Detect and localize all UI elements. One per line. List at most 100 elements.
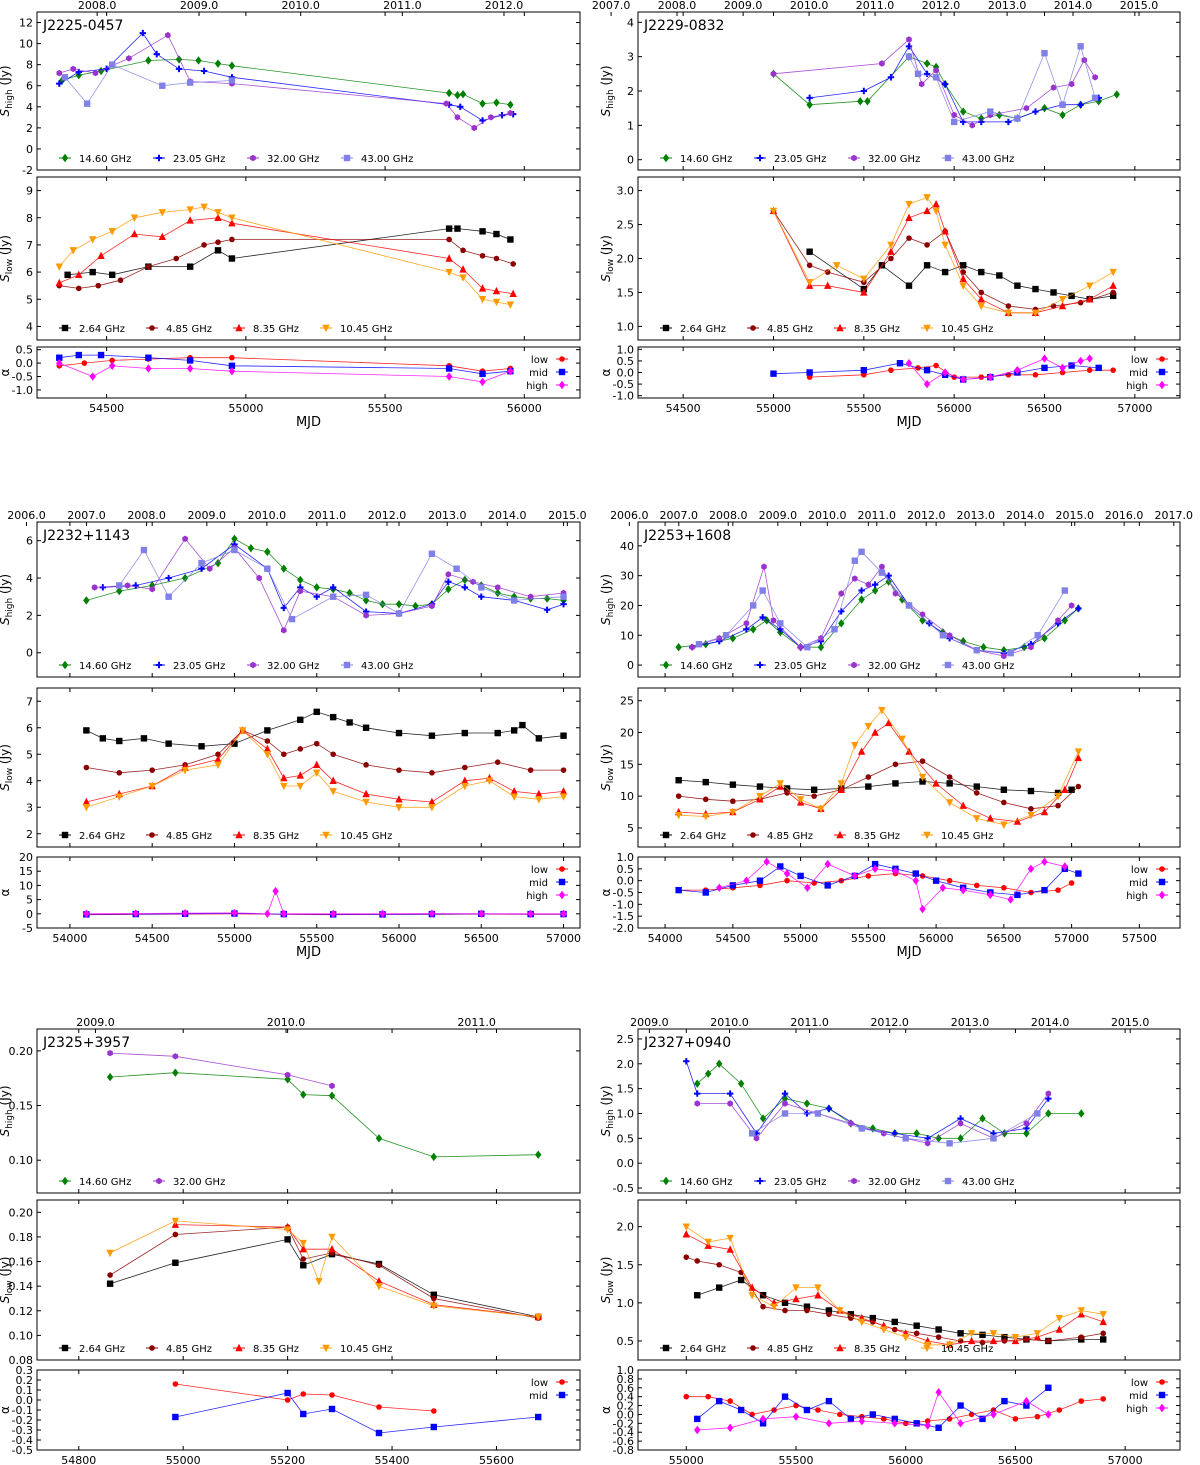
data-point <box>186 79 194 86</box>
data-point <box>1058 301 1067 310</box>
data-point <box>990 1135 997 1142</box>
data-point <box>1059 101 1066 108</box>
y-tick-label: 2 <box>26 828 33 841</box>
data-point <box>871 728 879 736</box>
y-axis-label: Slow (Jy) <box>599 235 616 282</box>
data-point <box>454 91 461 100</box>
legend-marker <box>662 660 670 670</box>
y-tick-label: 0.0 <box>617 1408 635 1421</box>
data-point <box>777 620 784 627</box>
series-line <box>64 64 232 105</box>
data-point <box>454 225 461 232</box>
legend-label: high <box>526 381 548 392</box>
data-point <box>715 1397 723 1405</box>
y-axis-label: α <box>599 1406 613 1414</box>
data-point <box>55 263 63 271</box>
data-point <box>973 815 981 823</box>
data-point <box>495 584 501 591</box>
data-point <box>960 262 967 269</box>
legend-marker <box>923 324 931 333</box>
data-point <box>1059 110 1066 120</box>
data-point <box>132 909 139 918</box>
data-point <box>186 357 194 364</box>
data-point <box>805 279 814 287</box>
data-point <box>165 740 172 747</box>
legend-marker <box>155 154 163 162</box>
series-line <box>773 203 1114 314</box>
legend-marker <box>1158 878 1166 886</box>
data-point <box>923 366 931 374</box>
data-point <box>560 593 567 600</box>
data-point <box>1075 605 1082 612</box>
axes-frame <box>36 687 581 848</box>
data-point <box>346 719 353 726</box>
y-tick-label: 6 <box>26 535 33 548</box>
panel-high: -0.5 0.0 0.5 1.0 1.5 2.0 2.5 Shigh (Jy) 14.60 GH… <box>599 1028 1181 1195</box>
data-point <box>769 207 778 216</box>
data-point <box>792 1284 800 1292</box>
data-point <box>459 89 467 99</box>
data-point <box>148 581 156 590</box>
data-point <box>1045 1384 1052 1391</box>
year-tick-label: 2011.0 <box>308 509 347 522</box>
data-point <box>431 1295 437 1302</box>
legend-label: 2.64 GHz <box>79 1344 125 1355</box>
y-tick-label: -0.5 <box>12 371 33 384</box>
series-8-35-GHz <box>769 199 1117 317</box>
legend-marker <box>756 661 764 669</box>
series-8-35-GHz <box>55 213 517 298</box>
y-axis-label: Shigh (Jy) <box>0 65 15 116</box>
data-point <box>704 1238 712 1247</box>
data-point <box>825 1105 833 1112</box>
chart-j2253-1608: 0 10 20 30 40 Shigh (Jy) 14.60 GHz 23.05 GHz 32.… <box>599 509 1193 960</box>
data-point <box>559 793 568 801</box>
y-tick-label: 0.0 <box>617 875 635 888</box>
legend-label: 4.85 GHz <box>166 1344 212 1355</box>
y-tick-label: -1.0 <box>613 898 634 911</box>
data-point <box>198 559 205 567</box>
data-point <box>1095 364 1102 372</box>
data-point <box>376 1262 382 1269</box>
data-point <box>70 65 76 73</box>
data-point <box>263 751 272 759</box>
data-point <box>300 1410 307 1418</box>
axes-frame <box>36 176 581 341</box>
data-point <box>376 1404 382 1410</box>
data-point <box>375 1282 383 1291</box>
data-point <box>280 564 288 573</box>
data-point <box>159 82 166 89</box>
data-point <box>328 1405 336 1413</box>
data-point <box>716 883 723 892</box>
data-point <box>797 644 804 651</box>
data-point <box>560 596 567 605</box>
data-point <box>139 29 147 37</box>
data-point <box>1100 1330 1106 1337</box>
data-point <box>831 626 838 633</box>
data-point <box>280 782 288 791</box>
data-point <box>918 773 927 782</box>
data-point <box>804 643 811 651</box>
data-point <box>715 1284 723 1291</box>
data-point <box>507 236 514 243</box>
data-point <box>1077 1307 1085 1315</box>
data-point <box>891 1415 898 1423</box>
legend-marker <box>1158 380 1166 390</box>
legend-label: 23.05 GHz <box>774 1177 826 1188</box>
data-point <box>858 1318 866 1327</box>
data-point <box>871 581 879 588</box>
data-point <box>1023 1129 1030 1138</box>
series-line <box>685 1061 1049 1139</box>
data-point <box>430 1152 438 1162</box>
data-point <box>837 1411 843 1418</box>
axes-frame <box>637 1028 1181 1194</box>
axes-frame <box>36 856 581 929</box>
legend-label: high <box>1126 1404 1148 1415</box>
data-point <box>1075 783 1082 790</box>
data-point <box>89 372 96 381</box>
data-point <box>471 124 477 132</box>
year-tick-label: 2016.0 <box>1105 509 1144 522</box>
data-point <box>1055 802 1061 809</box>
data-point <box>1045 1109 1052 1118</box>
data-point <box>871 864 879 874</box>
y-tick-label: -0.5 <box>613 378 634 391</box>
